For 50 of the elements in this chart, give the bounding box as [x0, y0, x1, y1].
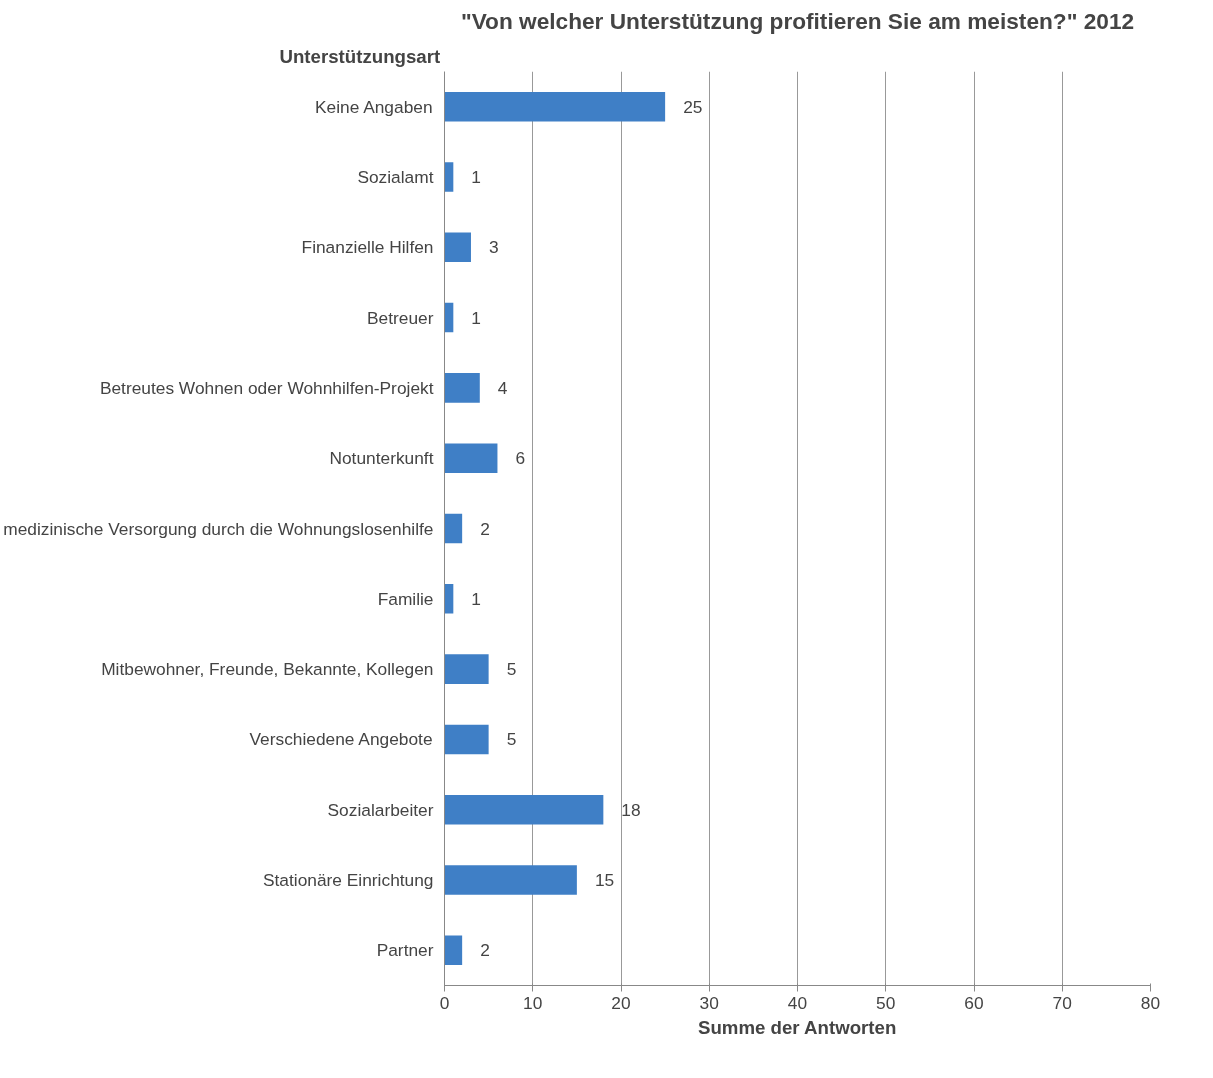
x-tick-label: 70	[1052, 992, 1072, 1013]
data-label: 1	[471, 307, 481, 328]
x-tick-label: 50	[876, 992, 896, 1013]
bar	[444, 724, 489, 755]
chart-title: "Von welcher Unterstützung profitieren Sie am meisten?" 2012	[460, 7, 1135, 34]
y-tick-label: Stationäre Einrichtung	[263, 870, 434, 891]
y-tick-label: Finanzielle Hilfen	[301, 237, 434, 258]
x-tick-label: 0	[439, 992, 450, 1013]
bar	[444, 794, 604, 825]
data-label: 1	[471, 588, 481, 609]
data-label: 15	[594, 870, 615, 891]
x-tick-label: 30	[699, 992, 719, 1013]
bar	[444, 935, 463, 966]
y-tick-label: Betreutes Wohnen oder Wohnhilfen-Projekt	[99, 377, 434, 398]
bar	[444, 162, 454, 192]
bar	[444, 91, 666, 122]
bar	[444, 443, 498, 473]
data-label: 5	[506, 659, 517, 680]
y-tick-label: Verschiedene Angebote	[249, 729, 433, 750]
y-tick-label: Mitbewohner, Freunde, Bekannte, Kollegen	[101, 659, 434, 680]
data-label: 6	[515, 448, 526, 469]
y-axis-title: Unterstützungsart	[279, 45, 441, 67]
bar	[444, 373, 480, 403]
data-label: 25	[683, 96, 703, 117]
y-tick-label: Keine Angaben	[314, 96, 433, 117]
bar	[444, 654, 489, 684]
bar	[444, 513, 463, 544]
y-tick-label: Sozialarbeiter	[327, 799, 434, 820]
y-tick-label: Notunterkunft	[329, 448, 434, 469]
data-label: 1	[471, 166, 481, 187]
y-tick-label: Sozialamt	[357, 166, 434, 187]
bar	[444, 865, 577, 895]
y-tick-label: Partner	[376, 940, 434, 961]
x-tick-label: 40	[787, 992, 808, 1013]
bar	[444, 584, 454, 614]
y-tick-label: Familie	[377, 588, 434, 609]
y-tick-label: medizinische Versorgung durch die Wohnungslosenhilfe	[3, 518, 434, 539]
x-tick-label: 80	[1140, 992, 1161, 1013]
data-label: 4	[497, 377, 508, 398]
x-tick-label: 20	[611, 992, 631, 1013]
x-axis-title: Summe der Antworten	[697, 1016, 897, 1038]
data-label: 2	[480, 518, 490, 539]
data-label: 18	[621, 799, 641, 820]
x-tick-label: 60	[964, 992, 984, 1013]
y-tick-label: Betreuer	[367, 307, 434, 328]
data-label: 2	[480, 940, 490, 961]
x-tick-label: 10	[523, 992, 543, 1013]
bar	[444, 232, 471, 263]
data-label: 3	[488, 237, 499, 258]
data-label: 5	[506, 729, 517, 750]
